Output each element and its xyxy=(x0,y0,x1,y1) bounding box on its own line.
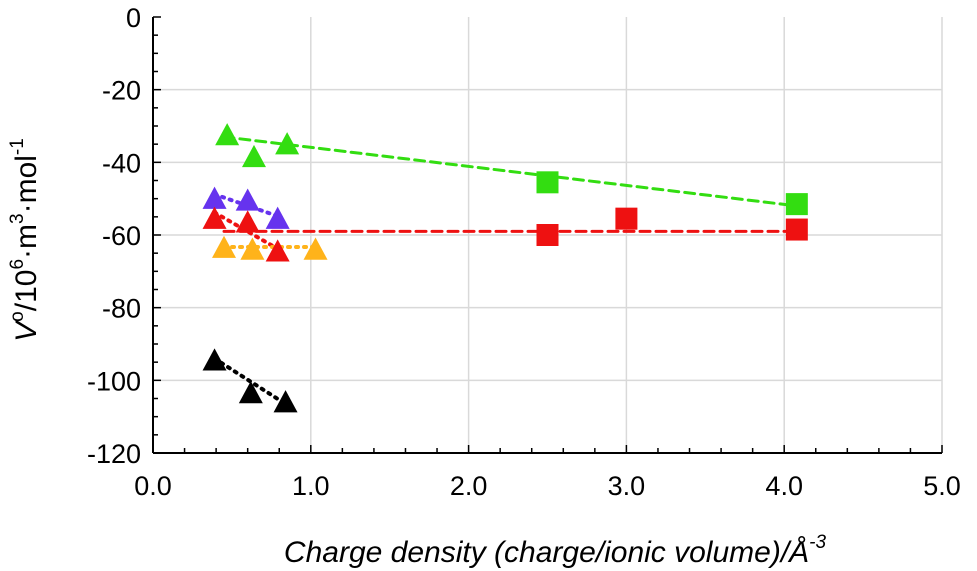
data-point-square xyxy=(785,218,808,241)
y-tick-label: -100 xyxy=(87,366,141,396)
y-tick-label: -20 xyxy=(102,76,141,106)
y-tick-label: 0 xyxy=(126,3,141,33)
y-tick-label: -60 xyxy=(102,221,141,251)
data-point-triangle xyxy=(241,144,266,168)
x-axis-title: Charge density (charge/ionic volume)/Å-3 xyxy=(284,532,827,569)
data-point-triangle xyxy=(265,239,290,262)
data-point-triangle xyxy=(202,186,227,209)
data-point-triangle xyxy=(273,390,298,413)
data-point-triangle xyxy=(202,206,227,229)
data-point-triangle xyxy=(235,210,260,233)
data-markers xyxy=(202,123,808,413)
x-tick-label: 3.0 xyxy=(608,471,646,501)
data-point-triangle xyxy=(202,348,227,371)
y-tick-label: -120 xyxy=(87,439,141,469)
x-tick-label: 5.0 xyxy=(923,471,961,501)
trendline xyxy=(222,135,799,208)
data-point-triangle xyxy=(212,235,237,258)
data-point-triangle xyxy=(240,237,265,260)
data-point-square xyxy=(536,224,559,246)
y-tick-label: -80 xyxy=(102,294,141,324)
trendlines xyxy=(212,135,799,406)
x-tick-label: 1.0 xyxy=(292,471,330,501)
y-tick-label: -40 xyxy=(102,148,141,178)
x-tick-label: 4.0 xyxy=(765,471,803,501)
data-point-triangle xyxy=(275,132,300,155)
data-point-triangle xyxy=(265,206,290,229)
x-tick-label: 2.0 xyxy=(450,471,488,501)
y-axis-title: Vo/106·m3·mol-1 xyxy=(7,138,43,342)
data-point-square xyxy=(785,193,808,216)
data-point-triangle xyxy=(303,237,328,260)
data-point-triangle xyxy=(215,123,240,146)
data-point-triangle xyxy=(235,188,260,211)
data-point-square xyxy=(536,171,559,194)
axes xyxy=(152,16,943,454)
x-tick-label: 0.0 xyxy=(134,471,172,501)
data-point-square xyxy=(615,207,638,230)
trendline xyxy=(212,356,288,406)
data-point-triangle xyxy=(238,381,263,404)
